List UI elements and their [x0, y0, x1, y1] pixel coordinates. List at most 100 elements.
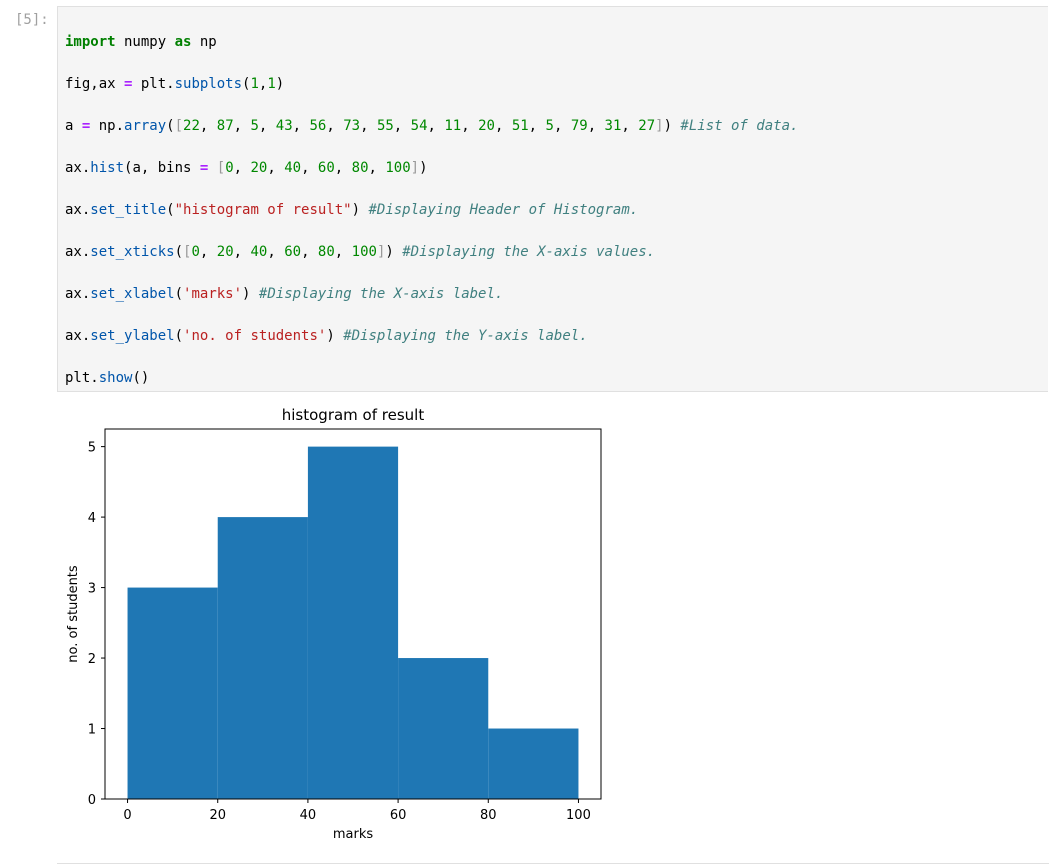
- code-token: ): [351, 202, 369, 218]
- code-token: 'no. of students': [183, 328, 327, 344]
- code-token: "histogram of result": [174, 202, 352, 218]
- code-token: ): [242, 286, 259, 302]
- code-token: ,: [258, 76, 268, 92]
- code-token: ax.: [65, 202, 91, 218]
- code-token: ): [419, 160, 428, 176]
- code-token: =: [199, 160, 209, 176]
- code-token: 80: [351, 160, 369, 176]
- code-token: 73: [343, 118, 361, 134]
- y-tick-label: 5: [88, 441, 96, 456]
- code-token: ,: [553, 118, 571, 134]
- x-tick-label: 20: [209, 808, 226, 823]
- code-line: a = np.array([22, 87, 5, 43, 56, 73, 55,…: [65, 116, 798, 136]
- code-token: fig,ax: [65, 76, 125, 92]
- code-token: ,: [301, 244, 318, 260]
- code-token: 55: [376, 118, 394, 134]
- y-tick-label: 1: [88, 723, 96, 738]
- code-token: (): [132, 370, 150, 386]
- code-token: 51: [511, 118, 529, 134]
- code-token: ,: [267, 160, 285, 176]
- code-token: ,: [528, 118, 546, 134]
- code-token: ,: [199, 244, 217, 260]
- code-token: (: [166, 118, 175, 134]
- code-token: 5: [250, 118, 259, 134]
- code-token: 56: [309, 118, 327, 134]
- x-tick-label: 40: [300, 808, 317, 823]
- code-token: [: [183, 244, 192, 260]
- code-token: ,: [360, 118, 377, 134]
- chart: histogram of result 0 20 40 60 80 100 0 1 2 3 4 5 mar…: [66, 406, 602, 842]
- code-token: 100: [385, 160, 411, 176]
- code-line: ax.hist(a, bins = [0, 20, 40, 60, 80, 10…: [65, 158, 428, 178]
- code-token: ,: [233, 118, 251, 134]
- code-token: 5: [545, 118, 554, 134]
- code-token: set_ylabel: [90, 328, 175, 344]
- code-token: ,: [621, 118, 639, 134]
- code-token: 1: [250, 76, 259, 92]
- code-token: ax.: [65, 160, 91, 176]
- code-token: 40: [250, 244, 268, 260]
- code-token: ,: [199, 118, 217, 134]
- code-token: ]: [655, 118, 664, 134]
- cell-prompt: [5]:: [15, 12, 49, 28]
- histogram-bar: [127, 587, 218, 799]
- code-token: 80: [317, 244, 335, 260]
- code-token: ,: [233, 160, 251, 176]
- y-tick-label: 2: [88, 652, 96, 667]
- code-token: ax.: [65, 244, 91, 260]
- code-cell[interactable]: import numpy as np fig,ax = plt.subplots(…: [57, 6, 1048, 392]
- code-token: ax.: [65, 286, 91, 302]
- code-token: ,: [334, 160, 352, 176]
- axes-frame: [104, 428, 602, 800]
- code-token: 11: [444, 118, 462, 134]
- code-token: #Displaying the Y-axis label.: [343, 328, 588, 344]
- code-token: 54: [410, 118, 428, 134]
- code-token: [: [174, 118, 184, 134]
- code-token: ,: [267, 244, 285, 260]
- code-token: 43: [275, 118, 293, 134]
- code-token: 100: [351, 244, 377, 260]
- code-token: ,: [393, 118, 411, 134]
- code-token: 31: [604, 118, 622, 134]
- code-token: ax.: [65, 328, 91, 344]
- code-token: as: [174, 34, 192, 50]
- code-token: [: [216, 160, 226, 176]
- code-token: show: [98, 370, 133, 386]
- histogram-bar: [488, 728, 579, 799]
- code-token: array: [124, 118, 167, 134]
- code-token: numpy: [115, 34, 175, 50]
- code-token: set_title: [90, 202, 167, 218]
- code-token: 20: [216, 244, 234, 260]
- code-token: plt.: [132, 76, 175, 92]
- code-token: ,: [292, 118, 310, 134]
- y-tick-label: 3: [88, 582, 96, 597]
- cell-separator: [57, 863, 1049, 864]
- code-token: ,: [334, 244, 352, 260]
- code-token: ,: [427, 118, 445, 134]
- code-token: (: [174, 244, 184, 260]
- code-token: ,: [461, 118, 479, 134]
- x-tick-label: 60: [390, 808, 407, 823]
- code-token: 1: [267, 76, 276, 92]
- code-token: 22: [183, 118, 200, 134]
- code-token: plt.: [65, 370, 99, 386]
- code-token: #Displaying the X-axis values.: [402, 244, 656, 260]
- chart-title: histogram of result: [282, 406, 425, 424]
- x-tick-label: 100: [566, 808, 591, 823]
- code-line: ax.set_ylabel('no. of students') #Displa…: [65, 326, 588, 346]
- code-token: =: [81, 118, 91, 134]
- code-line: ax.set_xlabel('marks') #Displaying the X…: [65, 284, 503, 304]
- histogram-bar: [307, 446, 399, 799]
- code-token: 20: [250, 160, 268, 176]
- code-token: set_xlabel: [90, 286, 175, 302]
- code-token: [208, 160, 216, 176]
- code-token: 'marks': [183, 286, 243, 302]
- code-token: #Displaying Header of Histogram.: [368, 202, 639, 218]
- code-token: ,: [301, 160, 318, 176]
- code-token: =: [124, 76, 133, 92]
- code-token: ): [663, 118, 681, 134]
- code-token: np.: [90, 118, 125, 134]
- code-token: (: [242, 76, 251, 92]
- y-axis-label: no. of students: [66, 565, 81, 663]
